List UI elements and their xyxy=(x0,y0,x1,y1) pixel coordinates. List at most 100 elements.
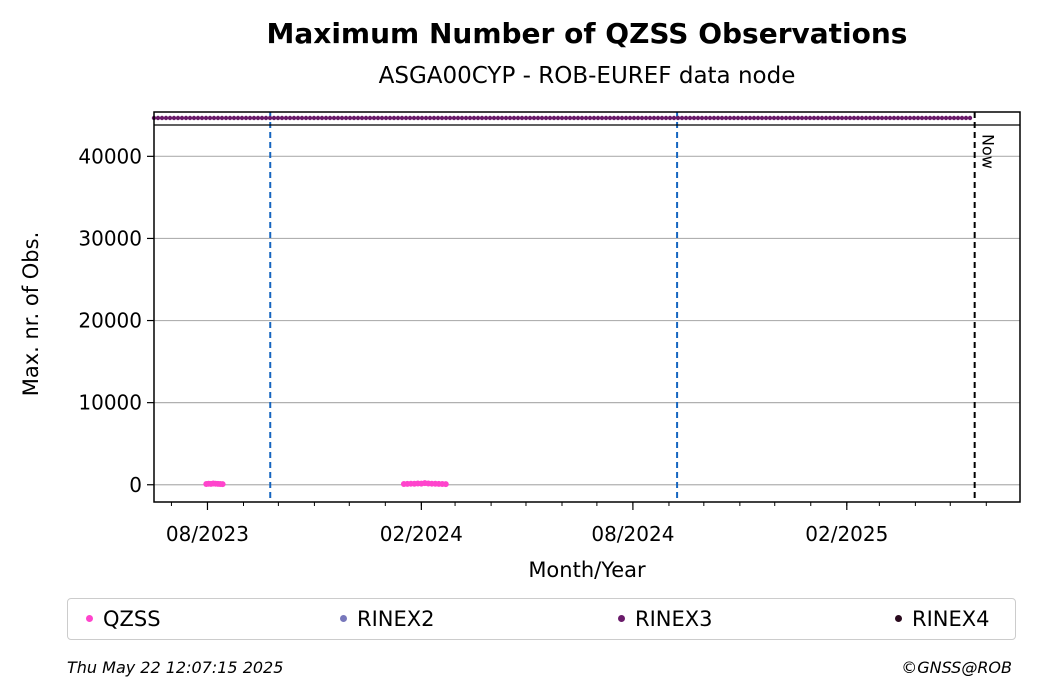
band-point xyxy=(491,115,497,121)
band-point xyxy=(747,115,753,121)
band-point xyxy=(783,115,789,121)
legend-marker-rinex4 xyxy=(895,614,902,622)
x-axis-label: Month/Year xyxy=(528,558,646,582)
legend-marker-rinex3 xyxy=(618,614,625,622)
band-point xyxy=(467,115,473,121)
band-point xyxy=(507,115,513,121)
legend-item-rinex2: RINEX2 xyxy=(340,607,435,631)
band-point xyxy=(823,115,829,121)
band-point xyxy=(327,115,333,121)
legend-item-rinex4: RINEX4 xyxy=(895,607,990,631)
band-point xyxy=(591,115,597,121)
grid xyxy=(154,155,1020,486)
band-point xyxy=(803,115,809,121)
band-point xyxy=(767,115,773,121)
band-point xyxy=(559,115,565,121)
band-point xyxy=(231,115,237,121)
band-point xyxy=(375,115,381,121)
chart-subtitle: ASGA00CYP - ROB-EUREF data node xyxy=(379,63,796,89)
band-point xyxy=(875,115,881,121)
y-tick-label: 10000 xyxy=(78,391,142,415)
band-point xyxy=(355,115,361,121)
band-point xyxy=(455,115,461,121)
band-point xyxy=(283,115,289,121)
band-point xyxy=(247,115,253,121)
band-point xyxy=(543,115,549,121)
legend-marker-qzss xyxy=(86,614,93,622)
band-point xyxy=(451,115,457,121)
band-point xyxy=(367,115,373,121)
band-point xyxy=(623,115,629,121)
band-point xyxy=(295,115,301,121)
band-point xyxy=(291,115,297,121)
band-point xyxy=(735,115,741,121)
band-point xyxy=(867,115,873,121)
band-point xyxy=(687,115,693,121)
band-point xyxy=(555,115,561,121)
band-point xyxy=(727,115,733,121)
band-point xyxy=(895,115,901,121)
band-point xyxy=(799,115,805,121)
band-point xyxy=(663,115,669,121)
band-point xyxy=(343,115,349,121)
band-point xyxy=(263,115,269,121)
band-point xyxy=(967,115,973,121)
band-point xyxy=(583,115,589,121)
band-point xyxy=(859,115,865,121)
band-point xyxy=(911,115,917,121)
legend-label: QZSS xyxy=(103,607,161,631)
band-point xyxy=(163,115,169,121)
band-point xyxy=(887,115,893,121)
band-point xyxy=(651,115,657,121)
band-point xyxy=(923,115,929,121)
band-point xyxy=(423,115,429,121)
band-point xyxy=(739,115,745,121)
band-point xyxy=(223,115,229,121)
band-point xyxy=(275,115,281,121)
x-tick-label: 08/2023 xyxy=(166,522,249,546)
band-point xyxy=(207,115,213,121)
band-point xyxy=(635,115,641,121)
band-point xyxy=(839,115,845,121)
band-point xyxy=(675,115,681,121)
band-point xyxy=(939,115,945,121)
band-point xyxy=(903,115,909,121)
band-point xyxy=(891,115,897,121)
band-point xyxy=(715,115,721,121)
data-point xyxy=(219,481,226,488)
band-point xyxy=(311,115,317,121)
band-point xyxy=(183,115,189,121)
band-point xyxy=(383,115,389,121)
chart-title: Maximum Number of QZSS Observations xyxy=(267,17,908,50)
band-point xyxy=(459,115,465,121)
band-point xyxy=(811,115,817,121)
band-point xyxy=(403,115,409,121)
band-point xyxy=(307,115,313,121)
band-point xyxy=(807,115,813,121)
band-point xyxy=(699,115,705,121)
band-point xyxy=(279,115,285,121)
band-point xyxy=(391,115,397,121)
band-point xyxy=(935,115,941,121)
band-point xyxy=(315,115,321,121)
band-point xyxy=(723,115,729,121)
y-axis-label: Max. nr. of Obs. xyxy=(19,232,43,397)
band-point xyxy=(563,115,569,121)
band-point xyxy=(595,115,601,121)
band-point xyxy=(243,115,249,121)
reference-lines xyxy=(269,112,976,502)
band-point xyxy=(655,115,661,121)
band-point xyxy=(323,115,329,121)
band-point xyxy=(631,115,637,121)
band-point xyxy=(359,115,365,121)
x-tick-label: 02/2024 xyxy=(380,522,463,546)
band-point xyxy=(535,115,541,121)
legend-label: RINEX2 xyxy=(357,607,435,631)
band-point xyxy=(599,115,605,121)
band-point xyxy=(395,115,401,121)
footer-credit: ©GNSS@ROB xyxy=(901,658,1012,677)
legend-label: RINEX4 xyxy=(912,607,990,631)
band-point xyxy=(691,115,697,121)
band-point xyxy=(835,115,841,121)
band-point xyxy=(847,115,853,121)
